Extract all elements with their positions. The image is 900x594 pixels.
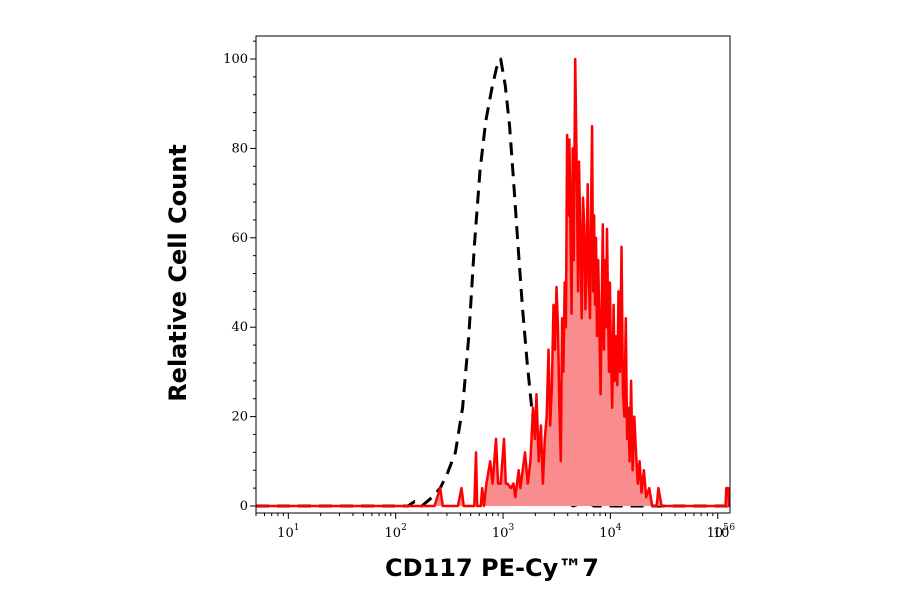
- series-1-fill: [256, 59, 730, 506]
- x-tick-label: 101: [277, 523, 299, 541]
- x-tick-label: 104: [599, 523, 622, 541]
- x-tick-label: 105: [707, 523, 730, 541]
- x-tick-label: 103: [492, 523, 515, 541]
- series-0-line: [256, 57, 730, 508]
- y-tick-label: 100: [223, 52, 248, 67]
- x-tick-label: 102: [385, 523, 407, 541]
- y-tick-label: 0: [240, 499, 248, 514]
- plot-area: [256, 57, 730, 508]
- series-1-line: [256, 57, 730, 508]
- y-tick-label: 80: [231, 141, 248, 156]
- plot-frame: [255, 35, 731, 514]
- y-axis: 0 20 40 60 80 100: [223, 40, 256, 514]
- x-tick-label: 106: [713, 523, 736, 541]
- x-axis-title: CD117 PE-Cy™7: [385, 554, 599, 582]
- y-axis-title: Relative Cell Count: [164, 144, 192, 402]
- series-2-line: [724, 486, 730, 507]
- y-tick-label: 20: [231, 410, 248, 425]
- y-tick-label: 40: [231, 320, 248, 335]
- y-tick-label: 60: [231, 231, 248, 246]
